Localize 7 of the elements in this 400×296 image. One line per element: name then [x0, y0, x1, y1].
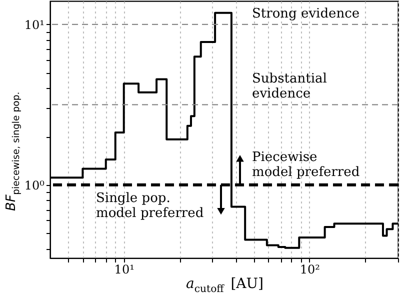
ref-line-label: Strong evidence [252, 6, 360, 22]
y-tick-label: 10⁰ [24, 178, 45, 192]
annotation: Piecewise model preferred [252, 150, 360, 180]
x-tick-label: 10² [300, 262, 320, 276]
ref-line-label: Substantial evidence [252, 72, 327, 102]
annotation: Single pop. model preferred [96, 190, 204, 221]
y-axis-title: BFpiecewise, single pop. [4, 92, 22, 211]
